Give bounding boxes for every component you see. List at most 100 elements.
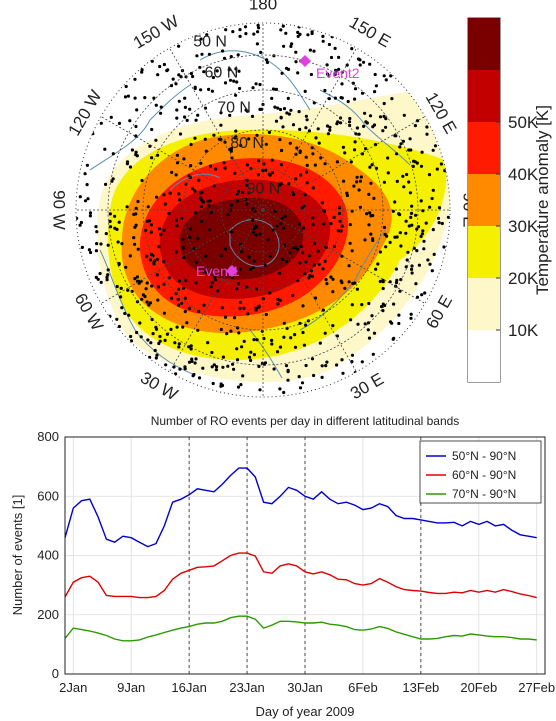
ro-event-dot xyxy=(239,143,243,148)
ro-event-dot xyxy=(85,183,89,187)
ro-event-dot xyxy=(163,202,167,206)
ro-event-dot xyxy=(125,160,130,164)
ro-event-dot xyxy=(133,96,137,100)
ro-event-dot xyxy=(78,223,82,227)
ro-event-dot xyxy=(446,215,450,219)
ro-event-dot xyxy=(163,338,167,342)
ro-event-dot xyxy=(234,135,238,139)
ro-event-dot xyxy=(320,375,324,379)
ro-event-dot xyxy=(88,214,92,218)
ro-event-dot xyxy=(89,250,93,255)
ro-event-dot xyxy=(263,263,267,267)
ro-event-dot xyxy=(366,328,370,332)
ro-event-dot xyxy=(278,298,282,302)
ro-event-dot xyxy=(153,348,157,353)
ro-event-dot xyxy=(256,173,260,177)
ro-event-dot xyxy=(154,138,158,142)
event2-label: Event2 xyxy=(316,65,360,81)
ro-event-dot xyxy=(149,252,154,256)
ro-event-dot xyxy=(117,261,121,266)
ro-event-dot xyxy=(238,86,242,91)
ro-event-dot xyxy=(150,156,154,160)
ro-event-dot xyxy=(282,107,287,111)
ro-event-dot xyxy=(337,55,341,60)
ro-event-dot xyxy=(204,254,208,258)
ro-event-dot xyxy=(301,304,305,308)
ro-event-dot xyxy=(355,126,359,130)
parallel-label: 60 N xyxy=(205,65,239,82)
ro-event-dot xyxy=(238,34,242,39)
ro-event-dot xyxy=(308,274,312,278)
ro-event-dot xyxy=(365,212,369,216)
ro-event-dot xyxy=(237,69,241,73)
ro-event-dot xyxy=(323,259,327,263)
colorbar-bands xyxy=(468,18,500,382)
ro-event-dot xyxy=(234,67,238,71)
ro-event-dot xyxy=(311,216,315,220)
ro-event-dot xyxy=(95,230,99,234)
ro-event-dot xyxy=(210,281,214,285)
ro-event-dot xyxy=(310,274,315,278)
ro-event-dot xyxy=(431,188,435,192)
ro-event-dot xyxy=(298,149,302,153)
ro-event-dot xyxy=(274,119,279,123)
ro-event-dot xyxy=(178,367,182,371)
ro-event-dot xyxy=(405,172,409,177)
ro-event-dot xyxy=(298,261,302,265)
colorbar: 10K 20K 30K 40K 50K Temperature anomaly [K] xyxy=(467,17,552,383)
ro-event-dot xyxy=(124,84,128,89)
ro-event-dot xyxy=(335,122,339,126)
ro-event-dot xyxy=(231,30,235,34)
ro-event-dot xyxy=(325,360,329,364)
ro-event-dot xyxy=(238,242,242,246)
ro-event-dot xyxy=(371,352,375,356)
ro-event-dot xyxy=(128,165,133,169)
ro-event-dot xyxy=(323,331,327,335)
ro-event-dot xyxy=(304,363,308,368)
ro-event-dot xyxy=(412,159,416,163)
ro-event-dot xyxy=(162,193,166,197)
ro-event-dot xyxy=(229,203,234,207)
ro-event-dot xyxy=(323,162,327,166)
ro-event-dot xyxy=(302,226,306,230)
ro-event-dot xyxy=(223,315,228,319)
ro-event-dot xyxy=(105,278,109,282)
ro-event-dot xyxy=(120,242,124,246)
legend-box xyxy=(419,440,542,504)
ro-event-dot xyxy=(155,195,159,199)
ro-event-dot xyxy=(340,358,344,362)
ro-event-dot xyxy=(367,192,371,196)
ro-event-dot xyxy=(170,296,174,300)
ro-event-dot xyxy=(402,113,406,117)
ro-event-dot xyxy=(294,152,298,156)
ro-event-dot xyxy=(291,123,296,127)
ro-event-dot xyxy=(304,155,308,159)
ro-event-dot xyxy=(136,247,140,251)
ro-event-dot xyxy=(167,211,171,215)
parallel-circle xyxy=(107,54,419,366)
ro-event-dot xyxy=(252,227,256,231)
ro-event-dot xyxy=(301,330,305,335)
ro-event-dot xyxy=(147,219,152,223)
ro-event-dot xyxy=(133,77,137,81)
ro-event-dot xyxy=(265,58,269,62)
ro-event-dot xyxy=(257,364,261,368)
ro-event-dot xyxy=(150,127,154,132)
ro-event-dot xyxy=(425,132,429,136)
ro-event-dot xyxy=(372,196,376,200)
ro-event-dot xyxy=(284,31,288,35)
x-tick-label: 6Feb xyxy=(348,680,378,695)
ro-event-dot xyxy=(135,275,139,279)
ro-event-dot xyxy=(168,191,172,195)
ro-event-dot xyxy=(392,336,396,340)
colorbar-band xyxy=(468,226,500,278)
ro-event-dot xyxy=(240,250,244,254)
meridian-line xyxy=(262,116,426,211)
ro-event-dot xyxy=(226,364,230,368)
ro-event-dot xyxy=(126,94,130,98)
ro-event-dot xyxy=(328,125,332,129)
ro-event-dot xyxy=(368,114,373,118)
ro-event-dot xyxy=(235,192,239,196)
ro-event-dot xyxy=(307,129,311,133)
ro-event-dot xyxy=(369,181,373,185)
